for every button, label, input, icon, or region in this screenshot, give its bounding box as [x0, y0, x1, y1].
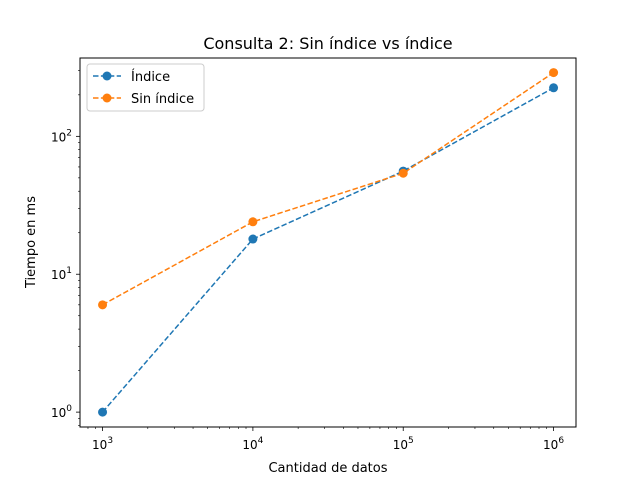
legend-label: Sin índice: [131, 92, 194, 107]
data-point: [98, 300, 108, 310]
plot-area: [80, 58, 576, 427]
series-line-1: [102, 71, 554, 306]
data-point: [398, 168, 408, 178]
legend-marker: [102, 71, 112, 81]
x-major-ticks: 103 104 105 106: [92, 427, 564, 452]
legend-label: Índice: [131, 69, 170, 85]
x-tick-label: 104: [242, 436, 263, 452]
x-tick-label: 106: [543, 436, 564, 452]
y-tick-label: 101: [51, 266, 72, 282]
y-axis-label: Tiempo en ms: [24, 196, 39, 289]
y-major-ticks: 100 101 102: [51, 128, 80, 420]
x-axis-label: Cantidad de datos: [268, 461, 387, 476]
y-tick-label: 100: [51, 404, 72, 420]
legend: Índice Sin índice: [86, 63, 205, 112]
y-tick-label: 102: [51, 128, 72, 144]
data-point: [248, 234, 258, 244]
data-point: [98, 407, 108, 417]
series-layer: [98, 68, 559, 417]
chart-title: Consulta 2: Sin índice vs índice: [203, 34, 452, 53]
data-point: [549, 83, 559, 93]
series-line-0: [101, 87, 554, 413]
legend-box: [86, 63, 205, 112]
plot-frame: [79, 57, 577, 428]
x-tick-label: 103: [92, 436, 113, 452]
data-point: [549, 68, 559, 78]
legend-marker: [102, 93, 112, 103]
x-tick-label: 105: [393, 436, 414, 452]
data-point: [248, 217, 258, 227]
